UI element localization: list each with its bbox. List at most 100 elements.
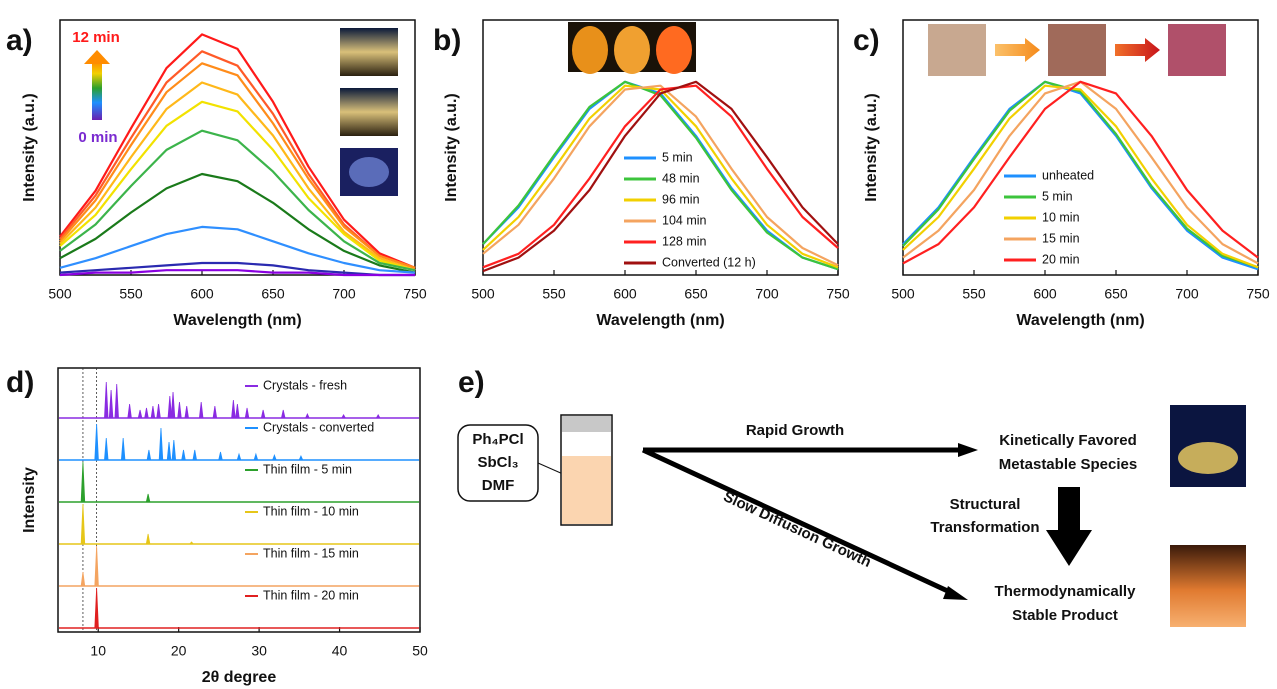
peak (95, 424, 99, 460)
annotation: 12 min (72, 29, 120, 46)
peak (81, 572, 85, 586)
peak (299, 456, 303, 460)
peak (95, 546, 99, 586)
x-tick-label: 50 (412, 643, 428, 659)
photo (1168, 24, 1226, 76)
x-tick-label: 550 (542, 286, 566, 302)
peak (151, 406, 155, 418)
edge-label: Transformation (930, 519, 1039, 536)
legend-label: 128 min (662, 234, 707, 248)
peak (213, 406, 217, 418)
peak (190, 542, 194, 544)
legend-label: Thin film - 10 min (263, 504, 359, 518)
x-axis-title: Wavelength (nm) (1016, 312, 1144, 329)
photo-detail (614, 26, 650, 74)
photo-detail (572, 26, 608, 74)
x-tick-label: 600 (190, 286, 214, 302)
peak (146, 534, 150, 544)
vial-solution (562, 456, 611, 524)
peak (171, 392, 175, 418)
arrow-head (958, 443, 978, 457)
legend-label: 96 min (662, 192, 700, 206)
x-tick-label: 650 (1104, 286, 1128, 302)
peak (245, 408, 249, 418)
peak (109, 390, 113, 418)
legend-label: unheated (1042, 168, 1094, 182)
x-tick-label: 750 (826, 286, 850, 302)
legend-label: 5 min (662, 150, 693, 164)
edge-label: Rapid Growth (746, 422, 844, 439)
photo (1048, 24, 1106, 76)
x-tick-label: 500 (48, 286, 72, 302)
legend-label: 104 min (662, 213, 707, 227)
figure: e) Ph₄PCl SbCl₃ DMF Rapid Growth Slow Di… (0, 0, 1277, 689)
x-tick-label: 750 (1246, 286, 1270, 302)
arrow (995, 38, 1040, 62)
peak (145, 408, 149, 418)
x-tick-label: 700 (755, 286, 779, 302)
x-tick-label: 500 (471, 286, 495, 302)
photo-detail (1178, 442, 1238, 474)
panel-label: a) (6, 24, 33, 57)
peak (376, 415, 380, 418)
arrow (1058, 487, 1080, 532)
peak (237, 454, 241, 460)
node-label: Metastable Species (999, 456, 1137, 473)
panel-label: b) (433, 24, 461, 57)
peak (193, 450, 197, 460)
panel-label: c) (853, 24, 880, 57)
x-tick-label: 550 (962, 286, 986, 302)
peak (199, 402, 203, 418)
legend-label: 10 min (1042, 210, 1080, 224)
x-tick-label: 600 (1033, 286, 1057, 302)
line (483, 82, 838, 271)
annotation: 0 min (78, 129, 117, 146)
legend-label: Thin film - 15 min (263, 546, 359, 560)
legend-label: Thin film - 20 min (263, 588, 359, 602)
edge-label: Structural (950, 496, 1021, 513)
peak (236, 404, 240, 418)
peak (273, 455, 277, 460)
peak (81, 504, 85, 544)
x-axis-title: Wavelength (nm) (173, 312, 301, 329)
node-label: Kinetically Favored (999, 432, 1137, 449)
photo (1170, 545, 1246, 627)
reagent: SbCl₃ (477, 454, 518, 471)
peak (104, 438, 108, 460)
x-axis-title: Wavelength (nm) (596, 312, 724, 329)
line (483, 82, 838, 269)
arrow (1115, 38, 1160, 62)
x-tick-label: 10 (90, 643, 106, 659)
peak (182, 450, 186, 460)
panel-label: e) (458, 366, 485, 399)
peak (128, 404, 132, 418)
arrow-head (84, 50, 110, 64)
legend-label: 15 min (1042, 231, 1080, 245)
x-tick-label: 650 (684, 286, 708, 302)
photo (340, 28, 398, 76)
y-axis-title: Intensity (a.u.) (443, 93, 460, 201)
vial-cap (562, 416, 611, 432)
x-tick-label: 500 (891, 286, 915, 302)
edge-label: Slow Diffusion Growth (721, 488, 874, 571)
panel-label: d) (6, 366, 34, 399)
peak (147, 450, 151, 460)
y-axis-title: Intensity (21, 467, 38, 533)
peak (261, 410, 265, 418)
peak (254, 454, 258, 460)
legend-label: 20 min (1042, 252, 1080, 266)
y-axis-title: Intensity (a.u.) (21, 93, 38, 201)
reagent: Ph₄PCl (472, 431, 523, 448)
peak (146, 494, 150, 502)
photo-detail (349, 157, 389, 187)
line (60, 227, 415, 273)
reagent: DMF (482, 477, 515, 494)
x-tick-label: 650 (261, 286, 285, 302)
peak (342, 415, 346, 418)
peak (95, 588, 99, 628)
x-axis-title: 2θ degree (202, 669, 277, 686)
x-tick-label: 20 (171, 643, 187, 659)
legend-label: Thin film - 5 min (263, 462, 352, 476)
peak (306, 414, 310, 418)
peak (81, 462, 85, 502)
